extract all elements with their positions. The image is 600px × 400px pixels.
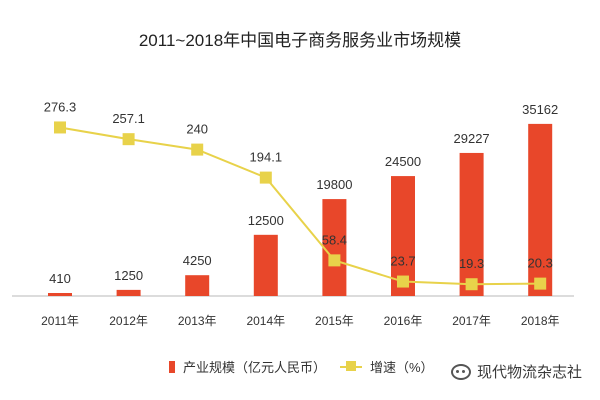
growth-point: [122, 133, 135, 146]
growth-value-label: 276.3: [44, 99, 77, 114]
bar: [48, 293, 72, 296]
growth-value-label: 20.3: [528, 256, 553, 271]
legend-bar-swatch: [169, 361, 175, 373]
growth-point: [259, 171, 272, 184]
growth-value-label: 19.3: [459, 256, 484, 271]
growth-point: [534, 277, 547, 290]
bar-value-label: 4250: [183, 253, 212, 268]
growth-value-label: 240: [186, 122, 208, 137]
bar: [322, 199, 347, 296]
legend-line-marker: [346, 361, 356, 371]
x-tick-label: 2017年: [452, 314, 491, 328]
growth-point: [54, 121, 66, 134]
growth-point: [397, 275, 409, 288]
watermark: 现代物流杂志社: [450, 361, 582, 382]
watermark-text: 现代物流杂志社: [476, 363, 582, 381]
x-tick-label: 2015年: [315, 314, 354, 328]
bar-value-label: 24500: [385, 154, 421, 169]
bar: [459, 152, 484, 296]
wechat-icon: [450, 363, 471, 380]
bar: [253, 234, 278, 296]
growth-value-label: 58.4: [322, 232, 347, 247]
growth-rate-line: [59, 126, 541, 286]
bar-value-label: 35162: [522, 102, 558, 117]
x-tick-label: 2014年: [246, 314, 285, 328]
growth-point: [191, 143, 204, 156]
legend: 产业规模（亿元人民币） 增速（%）: [169, 360, 434, 375]
legend-line-label: 增速（%）: [370, 360, 434, 375]
legend-bar-label: 产业规模（亿元人民币）: [183, 360, 326, 375]
x-tick-label: 2012年: [109, 314, 148, 328]
growth-value-label: 23.7: [390, 254, 415, 269]
growth-value-label: 194.1: [250, 150, 283, 165]
bar-value-label: 1250: [114, 268, 143, 283]
growth-value-label: 257.1: [112, 111, 145, 126]
x-tick-label: 2018年: [521, 314, 560, 328]
growth-point: [328, 254, 341, 267]
bar: [185, 275, 210, 296]
bar-value-label: 19800: [316, 177, 352, 192]
bar: [528, 123, 553, 296]
bar: [116, 289, 141, 296]
chart-title: 2011~2018年中国电子商务服务业市场规模: [139, 31, 461, 50]
bar-value-label: 410: [49, 271, 71, 286]
bar-value-label: 29227: [454, 131, 490, 146]
x-tick-label: 2011年: [41, 314, 79, 328]
growth-point: [465, 278, 478, 291]
x-tick-label: 2013年: [178, 314, 217, 328]
x-tick-label: 2016年: [384, 314, 423, 328]
bar-value-label: 12500: [248, 213, 284, 228]
